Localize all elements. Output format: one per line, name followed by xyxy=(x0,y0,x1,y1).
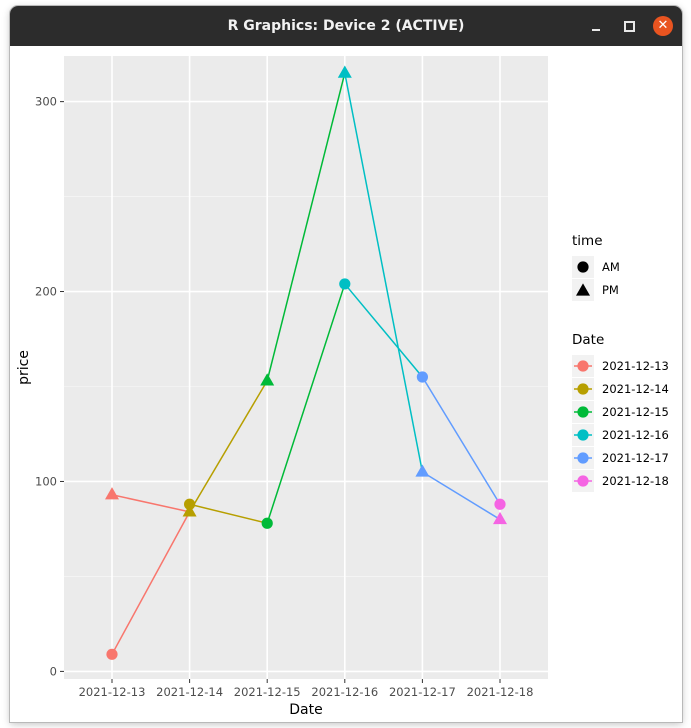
x-tick-label: 2021-12-18 xyxy=(467,685,534,699)
legend-date-label: 2021-12-14 xyxy=(602,382,669,396)
series-line-pm xyxy=(188,380,268,513)
r-graphics-window: R Graphics: Device 2 (ACTIVE) ✕ 0 100 200 3… xyxy=(10,6,682,722)
maximize-icon[interactable] xyxy=(619,16,639,36)
chart-svg: 0 100 200 300 2021-12-13 2021-12-14 2021-12-15… xyxy=(16,56,669,718)
y-tick-label: 300 xyxy=(35,95,57,109)
series-line-am-2021-12-14 xyxy=(189,503,268,524)
pm-point xyxy=(182,504,197,517)
series-line-pm xyxy=(111,494,190,513)
series-line-am-2021-12-16 xyxy=(344,283,423,378)
pm-point xyxy=(260,373,275,386)
y-axis-title: price xyxy=(16,350,32,385)
legend-date-label: 2021-12-18 xyxy=(602,474,669,488)
am-point xyxy=(183,498,196,510)
window-title: R Graphics: Device 2 (ACTIVE) xyxy=(227,18,465,34)
series-line-am-2021-12-17 xyxy=(421,376,501,505)
legend-date-label: 2021-12-15 xyxy=(602,405,669,419)
plot-area: 0 100 200 300 2021-12-13 2021-12-14 2021-12-15… xyxy=(10,46,682,722)
pm-point xyxy=(104,487,119,500)
legend-key-point xyxy=(577,475,589,487)
legend-time-label: AM xyxy=(602,260,620,274)
legend-key-pm-point xyxy=(576,283,590,296)
legend-time-label: PM xyxy=(602,283,619,297)
pm-point xyxy=(337,65,352,78)
am-point xyxy=(261,517,273,529)
series-line-pm xyxy=(344,72,424,473)
x-tick-label: 2021-12-15 xyxy=(234,685,301,699)
am-point xyxy=(416,371,429,383)
legend-key-point xyxy=(577,429,589,441)
y-tick-label: 200 xyxy=(35,285,57,299)
series-line-am-2021-12-15 xyxy=(266,283,346,524)
legend-key-point xyxy=(577,383,589,395)
legend-date-label: 2021-12-16 xyxy=(602,428,669,442)
am-point xyxy=(494,498,506,510)
legend-time-title: time xyxy=(572,233,603,249)
legend-date-label: 2021-12-17 xyxy=(602,451,669,465)
y-tick-label: 100 xyxy=(35,474,57,488)
legend-date-label: 2021-12-13 xyxy=(602,359,669,373)
plot-panel xyxy=(64,56,548,679)
legend-key-am-point xyxy=(577,261,589,273)
am-point xyxy=(106,648,118,660)
legend-key-point xyxy=(577,452,589,464)
minimize-icon[interactable] xyxy=(586,16,606,36)
legend-key-point xyxy=(577,360,589,372)
x-tick-label: 2021-12-17 xyxy=(389,685,456,699)
x-tick-label: 2021-12-16 xyxy=(311,685,378,699)
x-tick-label: 2021-12-14 xyxy=(156,685,223,699)
close-glyph: ✕ xyxy=(657,18,669,33)
legend-date-title: Date xyxy=(572,332,604,348)
x-axis-title: Date xyxy=(289,702,322,718)
series-line-pm xyxy=(266,72,346,381)
pm-point xyxy=(493,511,508,525)
pm-point xyxy=(415,464,430,477)
y-tick-label: 0 xyxy=(50,664,57,678)
x-tick-label: 2021-12-13 xyxy=(79,685,146,699)
series-line-am-2021-12-13 xyxy=(111,511,191,655)
am-point xyxy=(339,278,351,290)
legend-key-point xyxy=(577,406,589,418)
close-icon[interactable]: ✕ xyxy=(653,16,673,36)
title-bar[interactable]: R Graphics: Device 2 (ACTIVE) ✕ xyxy=(10,6,682,46)
series-line-pm xyxy=(422,471,501,521)
